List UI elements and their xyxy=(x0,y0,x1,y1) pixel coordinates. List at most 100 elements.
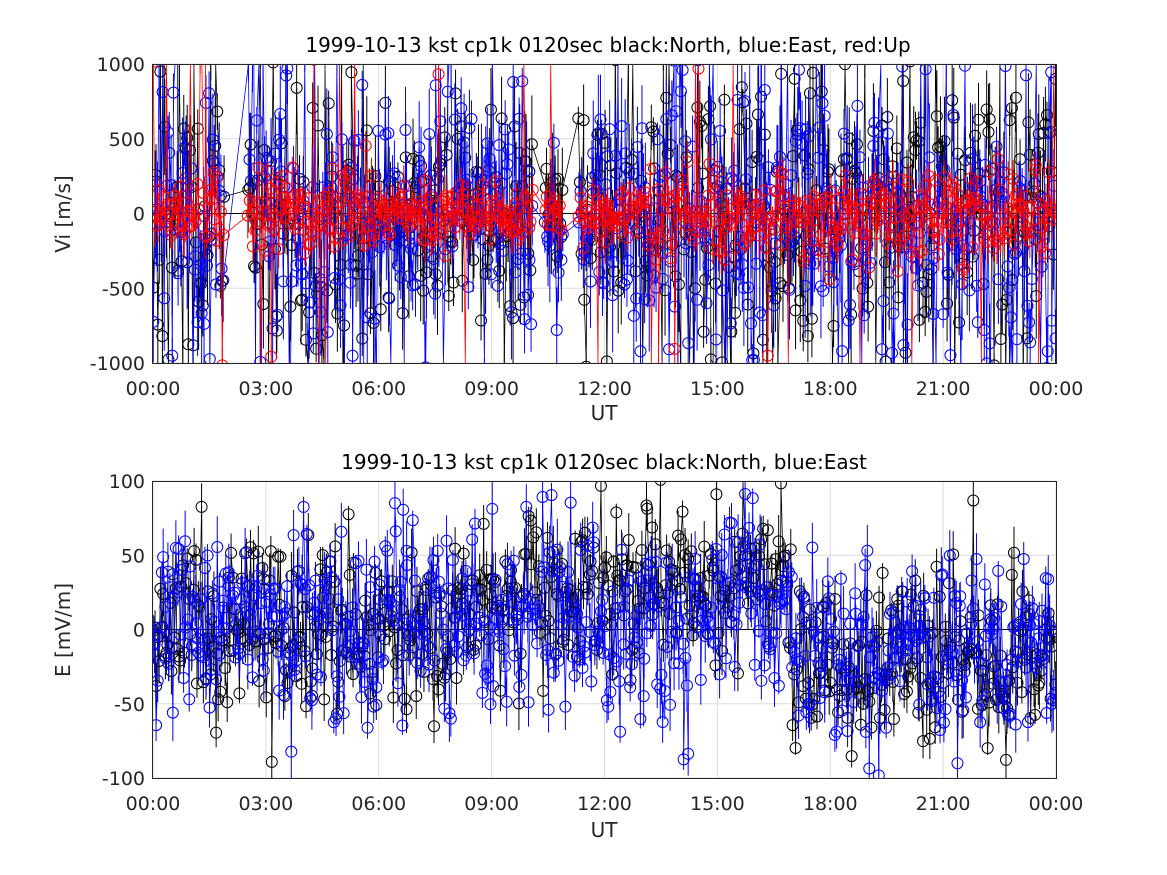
velocity-data-point xyxy=(723,217,736,230)
velocity-data-point xyxy=(646,384,657,395)
velocity-data-point xyxy=(1032,197,1045,210)
velocity-data-point xyxy=(361,311,374,324)
velocity-data-point xyxy=(630,292,643,305)
velocity-data-point xyxy=(816,97,829,110)
velocity-data-point xyxy=(827,364,838,375)
velocity-data-point xyxy=(272,242,285,255)
velocity-data-point xyxy=(405,242,418,255)
velocity-data-point xyxy=(673,199,686,212)
velocity-data-point xyxy=(355,219,368,232)
velocity-data-point xyxy=(153,315,160,328)
velocity-data-point xyxy=(1049,72,1056,85)
velocity-data-point xyxy=(287,162,300,175)
velocity-data-point xyxy=(251,195,264,208)
velocity-data-point xyxy=(456,274,469,287)
velocity-data-point xyxy=(893,239,906,252)
efield-data-point xyxy=(347,668,360,681)
velocity-data-point xyxy=(352,205,365,218)
velocity-data-point xyxy=(919,305,932,318)
velocity-data-point xyxy=(994,333,1007,346)
velocity-data-point xyxy=(642,195,655,208)
velocity-data-point xyxy=(740,225,753,238)
velocity-data-point xyxy=(985,374,996,385)
efield-data-point xyxy=(291,565,304,578)
velocity-data-point xyxy=(950,201,963,214)
velocity-data-point xyxy=(484,233,497,246)
velocity-data-point xyxy=(691,101,704,114)
velocity-data-point xyxy=(243,194,256,207)
efield-data-point xyxy=(674,582,687,595)
velocity-data-point xyxy=(335,133,348,146)
velocity-data-point xyxy=(456,193,469,206)
velocity-data-point xyxy=(499,123,512,136)
velocity-data-point xyxy=(352,133,365,146)
velocity-data-point xyxy=(827,276,840,289)
efield-data-point xyxy=(1005,568,1018,581)
velocity-data-point xyxy=(275,170,288,183)
velocity-data-point xyxy=(213,222,226,235)
efield-data-point xyxy=(983,696,996,709)
velocity-data-point xyxy=(672,278,685,291)
velocity-data-point xyxy=(731,211,744,224)
velocity-data-point xyxy=(977,232,990,245)
velocity-data-point xyxy=(848,201,861,214)
velocity-data-point xyxy=(789,214,802,227)
velocity-data-point xyxy=(973,208,986,221)
velocity-data-point xyxy=(1043,220,1056,233)
velocity-data-point xyxy=(372,192,385,205)
velocity-data-point xyxy=(688,234,701,247)
velocity-data-point xyxy=(437,192,450,205)
velocity-data-point xyxy=(388,208,401,221)
velocity-data-point xyxy=(485,195,498,208)
velocity-data-point xyxy=(466,206,479,219)
velocity-data-point xyxy=(609,149,622,162)
velocity-data-point xyxy=(984,215,997,228)
velocity-data-point xyxy=(817,245,830,258)
efield-data-point xyxy=(622,533,635,546)
velocity-data-point xyxy=(607,256,620,269)
velocity-data-point xyxy=(909,261,922,274)
velocity-data-point xyxy=(546,219,559,232)
velocity-data-point xyxy=(1025,201,1038,214)
velocity-data-point xyxy=(409,278,422,291)
velocity-data-point xyxy=(1039,247,1052,260)
velocity-data-point xyxy=(716,284,729,297)
velocity-data-point xyxy=(841,212,854,225)
velocity-data-point xyxy=(849,226,862,239)
velocity-data-point xyxy=(664,252,677,265)
velocity-data-point xyxy=(681,155,694,168)
velocity-data-point xyxy=(388,203,401,216)
velocity-data-point xyxy=(993,183,1006,196)
velocity-data-point xyxy=(483,152,496,165)
efield-data-point xyxy=(444,653,457,666)
velocity-data-point xyxy=(1003,224,1016,237)
velocity-data-point xyxy=(917,201,930,214)
velocity-data-point xyxy=(967,192,980,205)
velocity-data-point xyxy=(491,193,504,206)
velocity-data-point xyxy=(247,48,258,59)
velocity-data-point xyxy=(866,197,879,210)
velocity-data-point xyxy=(680,237,693,250)
velocity-data-point xyxy=(799,123,812,136)
velocity-data-point xyxy=(153,184,166,197)
velocity-data-point xyxy=(505,226,518,239)
velocity-data-point xyxy=(941,214,954,227)
velocity-data-point xyxy=(851,99,864,112)
velocity-data-point xyxy=(384,198,397,211)
velocity-data-point xyxy=(766,210,779,223)
velocity-data-point xyxy=(887,171,900,184)
velocity-data-point xyxy=(901,318,914,331)
velocity-data-point xyxy=(552,266,565,279)
velocity-data-point xyxy=(716,204,729,217)
efield-data-point xyxy=(758,558,771,571)
efield-data-point xyxy=(253,674,266,687)
velocity-data-point xyxy=(360,124,373,137)
velocity-data-point xyxy=(887,307,900,320)
velocity-data-point xyxy=(342,212,355,225)
velocity-data-point xyxy=(1018,265,1031,278)
velocity-data-point xyxy=(205,41,216,52)
velocity-data-point xyxy=(1045,66,1056,79)
velocity-data-point xyxy=(978,324,991,337)
velocity-data-point xyxy=(594,246,607,259)
velocity-data-point xyxy=(429,287,442,300)
